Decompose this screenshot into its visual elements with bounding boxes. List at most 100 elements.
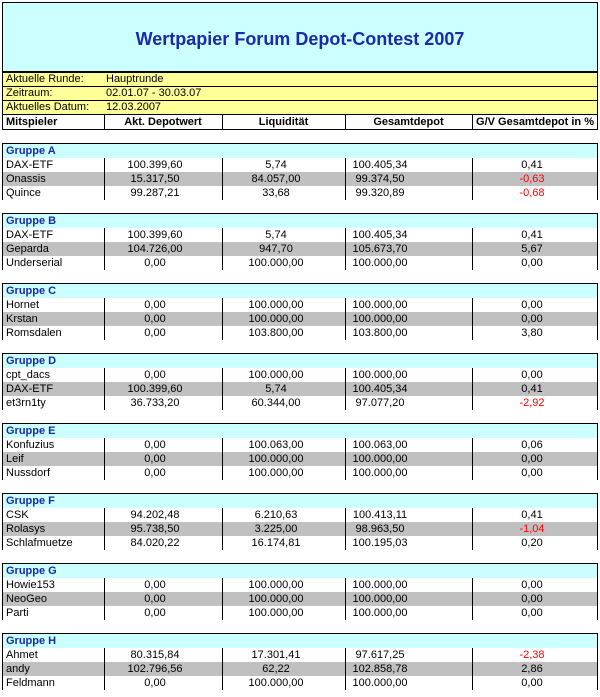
cell-value: 5,74 bbox=[265, 229, 287, 241]
col-divider bbox=[345, 592, 346, 606]
col-divider bbox=[345, 242, 346, 256]
col-divider bbox=[345, 648, 346, 662]
col-divider bbox=[104, 452, 105, 466]
row-bg bbox=[3, 676, 597, 690]
cell-value: 104.726,00 bbox=[127, 243, 183, 255]
group-name: Gruppe H bbox=[6, 635, 57, 647]
row-bg bbox=[3, 158, 597, 172]
col-divider bbox=[472, 158, 473, 172]
col-divider bbox=[104, 606, 105, 620]
player-name: Leif bbox=[6, 453, 24, 465]
player-name: Underserial bbox=[6, 257, 63, 269]
row-bg bbox=[3, 382, 597, 396]
cell-value: 100.000,00 bbox=[248, 467, 304, 479]
cell-value: 97.077,20 bbox=[355, 397, 405, 409]
col-divider bbox=[472, 172, 473, 186]
cell-value: 102.858,78 bbox=[352, 663, 408, 675]
cell-value: 0,00 bbox=[144, 369, 166, 381]
cell-value: 100.000,00 bbox=[248, 369, 304, 381]
cell-value: 98.963,50 bbox=[355, 523, 405, 535]
col-divider bbox=[222, 186, 223, 200]
player-name: NeoGeo bbox=[6, 593, 47, 605]
col-divider bbox=[345, 662, 346, 676]
row-bg bbox=[3, 592, 597, 606]
cell-value: -2,38 bbox=[519, 649, 545, 661]
group-header bbox=[3, 424, 597, 438]
cell-value: 94.202,48 bbox=[130, 509, 180, 521]
col-divider bbox=[472, 228, 473, 242]
col-divider bbox=[222, 114, 223, 130]
col-divider bbox=[222, 536, 223, 550]
cell-value: 100.000,00 bbox=[352, 579, 408, 591]
cell-value: 103.800,00 bbox=[248, 327, 304, 339]
col-divider bbox=[222, 256, 223, 270]
cell-value: 100.000,00 bbox=[352, 467, 408, 479]
col-divider bbox=[345, 396, 346, 410]
cell-value: 0,41 bbox=[521, 383, 543, 395]
col-divider bbox=[472, 536, 473, 550]
col-divider bbox=[345, 382, 346, 396]
cell-value: 0,00 bbox=[521, 369, 543, 381]
col-divider bbox=[345, 228, 346, 242]
row-bg bbox=[3, 228, 597, 242]
row-bg bbox=[3, 256, 597, 270]
cell-value: 99.287,21 bbox=[130, 187, 180, 199]
col-divider bbox=[345, 578, 346, 592]
col-divider bbox=[104, 648, 105, 662]
player-name: Romsdalen bbox=[6, 327, 62, 339]
cell-value: 33,68 bbox=[262, 187, 290, 199]
cell-value: 0,41 bbox=[521, 509, 543, 521]
col-divider bbox=[104, 466, 105, 480]
cell-value: 0,00 bbox=[521, 607, 543, 619]
cell-value: 0,00 bbox=[521, 677, 543, 689]
cell-value: 15.317,50 bbox=[130, 173, 180, 185]
player-name: Geparda bbox=[6, 243, 49, 255]
cell-value: 100.399,60 bbox=[127, 383, 183, 395]
cell-value: 0,00 bbox=[144, 257, 166, 269]
cell-value: 0,00 bbox=[144, 579, 166, 591]
col-divider bbox=[472, 662, 473, 676]
col-divider bbox=[104, 172, 105, 186]
row-bg bbox=[3, 298, 597, 312]
info-row bbox=[2, 72, 598, 87]
cell-value: 102.796,56 bbox=[127, 663, 183, 675]
cell-value: 6.210,63 bbox=[254, 509, 298, 521]
player-name: Parti bbox=[6, 607, 29, 619]
cell-value: 17.301,41 bbox=[251, 649, 301, 661]
cell-value: 0,00 bbox=[144, 593, 166, 605]
col-divider bbox=[472, 368, 473, 382]
col-divider bbox=[222, 606, 223, 620]
col-divider bbox=[345, 158, 346, 172]
col-divider bbox=[472, 242, 473, 256]
column-header: Akt. Depotwert bbox=[124, 116, 202, 128]
player-name: Schlafmuetze bbox=[6, 537, 73, 549]
col-divider bbox=[104, 158, 105, 172]
col-divider bbox=[472, 186, 473, 200]
cell-value: 0,00 bbox=[144, 439, 166, 451]
cell-value: 62,22 bbox=[262, 663, 290, 675]
cell-value: 0,00 bbox=[521, 299, 543, 311]
cell-value: 100.000,00 bbox=[352, 607, 408, 619]
col-divider bbox=[104, 298, 105, 312]
cell-value: 0,00 bbox=[521, 453, 543, 465]
cell-value: 3.225,00 bbox=[254, 523, 298, 535]
player-name: CSK bbox=[6, 509, 29, 521]
col-divider bbox=[472, 452, 473, 466]
col-divider bbox=[222, 592, 223, 606]
col-divider bbox=[345, 438, 346, 452]
player-name: Konfuzius bbox=[6, 439, 55, 451]
col-divider bbox=[222, 662, 223, 676]
cell-value: 0,00 bbox=[521, 257, 543, 269]
col-divider bbox=[104, 312, 105, 326]
cell-value: 0,20 bbox=[521, 537, 543, 549]
col-divider bbox=[222, 158, 223, 172]
title-box: Wertpapier Forum Depot-Contest 2007 bbox=[2, 2, 598, 72]
cell-value: 0,00 bbox=[521, 579, 543, 591]
row-bg bbox=[3, 312, 597, 326]
cell-value: 99.320,89 bbox=[355, 187, 405, 199]
group-name: Gruppe A bbox=[6, 145, 56, 157]
group-header bbox=[3, 494, 597, 508]
player-name: DAX-ETF bbox=[6, 229, 54, 241]
col-divider bbox=[345, 368, 346, 382]
